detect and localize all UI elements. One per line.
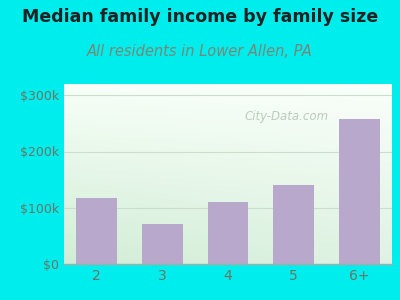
Text: Median family income by family size: Median family income by family size xyxy=(22,8,378,26)
Bar xyxy=(142,224,183,264)
Bar xyxy=(208,202,248,264)
Bar xyxy=(76,198,117,264)
Text: All residents in Lower Allen, PA: All residents in Lower Allen, PA xyxy=(87,44,313,59)
Bar xyxy=(339,119,380,264)
Text: City-Data.com: City-Data.com xyxy=(245,110,329,123)
Bar xyxy=(273,185,314,264)
